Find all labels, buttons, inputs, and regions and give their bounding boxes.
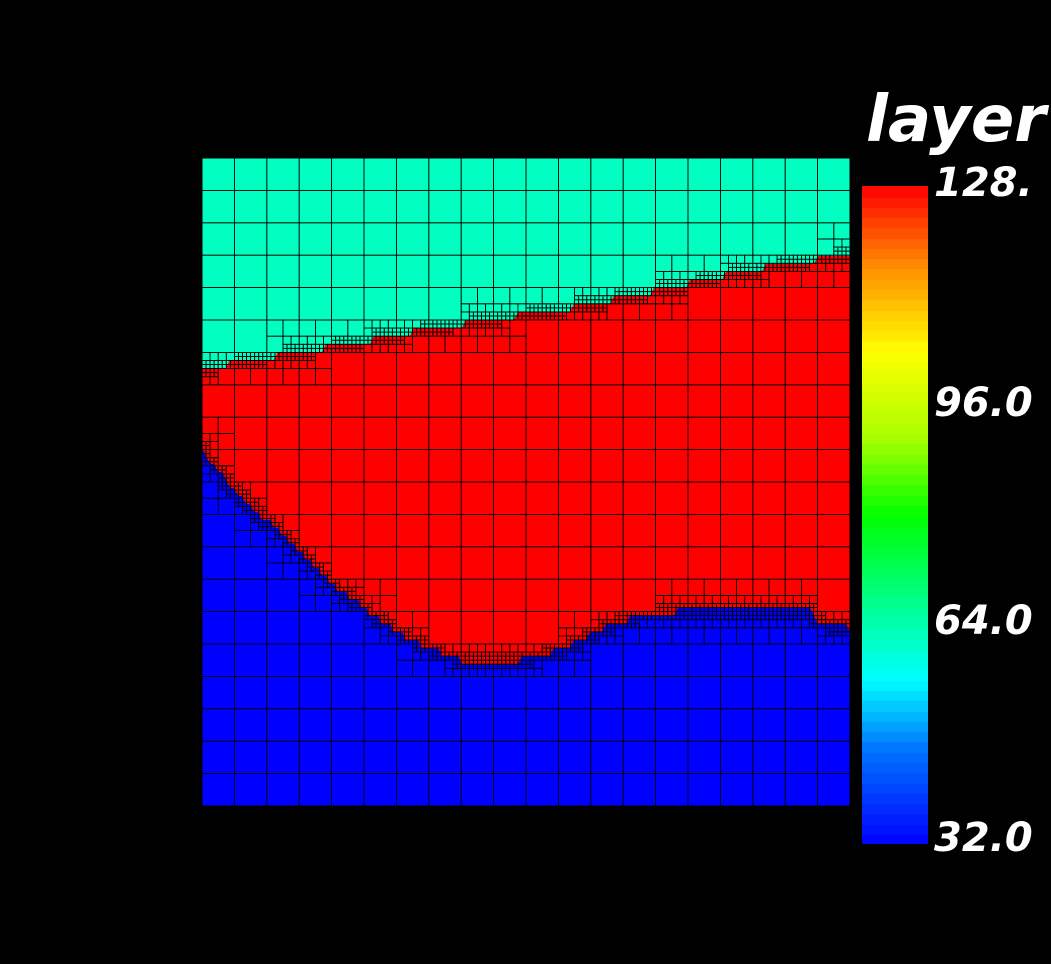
- colorbar-tick-96: 96.0: [934, 380, 1033, 426]
- mesh-grid-lines: [201, 157, 851, 807]
- colorbar-tick-max: 128.: [934, 160, 1033, 206]
- legend-title: layer: [866, 83, 1046, 157]
- colorbar-tick-64: 64.0: [934, 598, 1033, 644]
- colorbar: [862, 186, 928, 844]
- colorbar-tick-min: 32.0: [934, 815, 1033, 861]
